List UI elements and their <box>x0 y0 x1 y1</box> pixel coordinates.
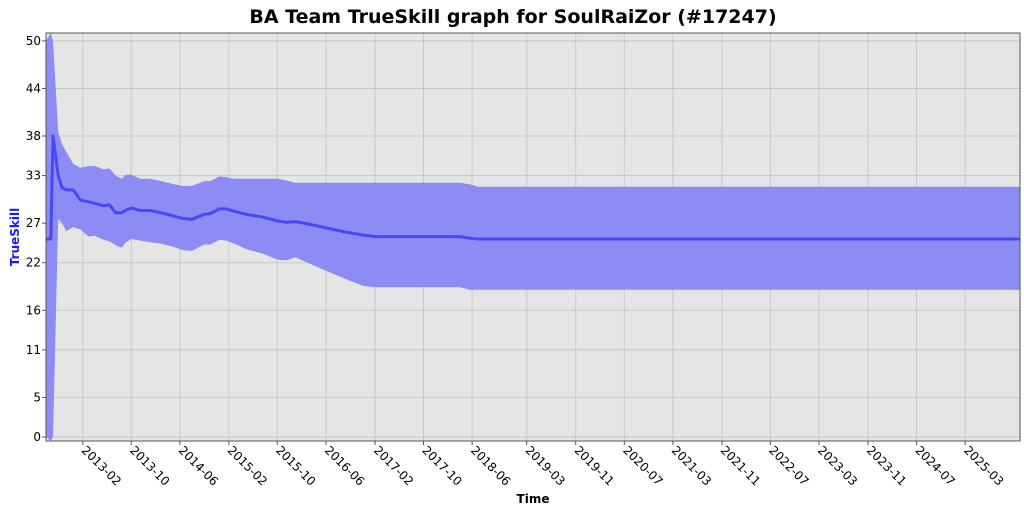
plot-border <box>45 32 1021 442</box>
y-axis-label: TrueSkill <box>8 208 22 266</box>
x-tick-label: 2023-03 <box>815 443 860 488</box>
x-tick-label: 2013-02 <box>79 443 124 488</box>
y-tick-label: 50 <box>26 34 41 48</box>
x-tick-label: 2016-06 <box>322 443 367 488</box>
y-tick-label: 27 <box>26 216 41 230</box>
x-tick-label: 2014-06 <box>176 443 221 488</box>
x-tick-label: 2024-07 <box>912 443 957 488</box>
x-tick-label: 2018-06 <box>468 443 513 488</box>
x-tick-label: 2015-02 <box>225 443 270 488</box>
y-tick-label: 5 <box>33 390 41 404</box>
x-tick-label: 2019-11 <box>572 443 617 488</box>
y-tick-label: 11 <box>26 343 41 357</box>
x-tick-label: 2013-10 <box>127 443 172 488</box>
x-tick-label: 2023-11 <box>864 443 909 488</box>
x-axis-label: Time <box>517 492 550 506</box>
x-tick-label: 2019-03 <box>523 443 568 488</box>
x-tick-label: 2025-03 <box>961 443 1006 488</box>
trueskill-line <box>46 134 1020 241</box>
y-tick-label: 22 <box>26 256 41 270</box>
x-tick-label: 2022-07 <box>766 443 811 488</box>
y-tick-label: 44 <box>26 81 41 95</box>
x-tick-label: 2021-11 <box>718 443 763 488</box>
chart-title: BA Team TrueSkill graph for SoulRaiZor (… <box>249 6 776 28</box>
y-tick-label: 33 <box>26 169 41 183</box>
x-tick-label: 2020-07 <box>620 443 665 488</box>
x-tick-label: 2021-03 <box>669 443 714 488</box>
y-tick-label: 0 <box>33 430 41 444</box>
x-tick-label: 2017-10 <box>419 443 464 488</box>
y-tick-label: 16 <box>26 303 41 317</box>
x-tick-label: 2015-10 <box>273 443 318 488</box>
y-axis-ticks: 0 5 11 16 22 27 33 38 44 50 <box>26 34 46 444</box>
x-tick-label: 2017-02 <box>371 443 416 488</box>
x-axis-ticks: 2013-02 2013-10 2014-06 2015-02 2015-10 2016-… <box>79 441 1006 489</box>
uncertainty-band <box>46 33 1020 441</box>
y-tick-label: 38 <box>26 129 41 143</box>
